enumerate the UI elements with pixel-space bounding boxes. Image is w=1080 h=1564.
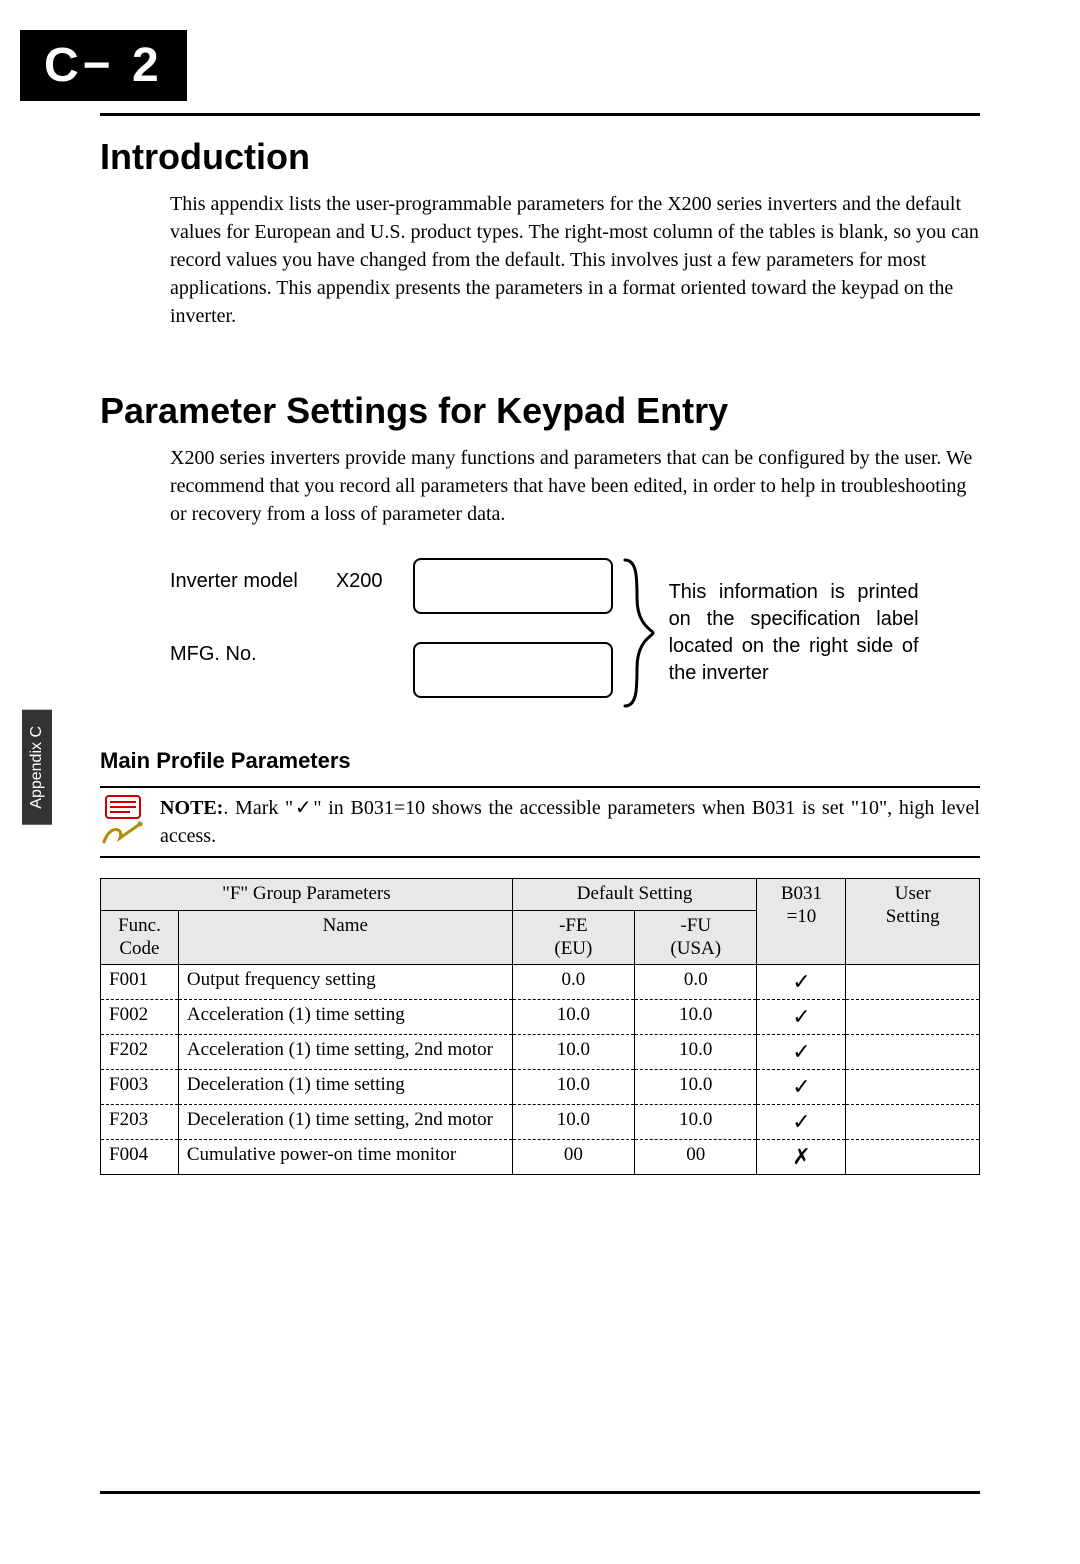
b031-header: B031 =10 [757, 879, 846, 965]
user-header: User Setting [846, 879, 980, 965]
cell-user[interactable] [846, 1035, 980, 1070]
cell-user[interactable] [846, 1140, 980, 1175]
inverter-model-box[interactable] [413, 558, 613, 614]
cell-func: F203 [101, 1105, 179, 1140]
inverter-info-text: This information is printed on the speci… [659, 558, 919, 708]
fu-header: -FU (USA) [635, 910, 757, 965]
inverter-model-label: Inverter model [170, 570, 298, 593]
cell-name: Deceleration (1) time setting, 2nd motor [178, 1105, 512, 1140]
cell-fu: 10.0 [635, 1035, 757, 1070]
cell-fu: 00 [635, 1140, 757, 1175]
intro-body: This appendix lists the user-programmabl… [170, 190, 980, 330]
cell-func: F202 [101, 1035, 179, 1070]
cell-fu: 10.0 [635, 1105, 757, 1140]
group-header: "F" Group Parameters [101, 879, 513, 911]
cell-b031: ✓ [757, 965, 846, 1000]
cell-fu: 10.0 [635, 1070, 757, 1105]
cell-name: Cumulative power-on time monitor [178, 1140, 512, 1175]
func-header: Func. Code [101, 910, 179, 965]
sidebar-tab: Appendix C [22, 710, 52, 825]
cell-fu: 10.0 [635, 1000, 757, 1035]
cell-func: F003 [101, 1070, 179, 1105]
cell-func: F001 [101, 965, 179, 1000]
cell-user[interactable] [846, 1105, 980, 1140]
cell-fe: 10.0 [512, 1105, 634, 1140]
cell-fe: 10.0 [512, 1070, 634, 1105]
cell-fe: 10.0 [512, 1000, 634, 1035]
mfg-no-box[interactable] [413, 642, 613, 698]
cell-func: F002 [101, 1000, 179, 1035]
cell-fu: 0.0 [635, 965, 757, 1000]
main-profile-title: Main Profile Parameters [100, 748, 980, 774]
inverter-info-block: Inverter model X200 MFG. No. This inform… [170, 558, 980, 708]
table-row: F004Cumulative power-on time monitor0000… [101, 1140, 980, 1175]
curly-brace-icon [619, 558, 659, 708]
table-row: F001Output frequency setting0.00.0✓ [101, 965, 980, 1000]
cell-name: Acceleration (1) time setting, 2nd motor [178, 1035, 512, 1070]
cell-name: Output frequency setting [178, 965, 512, 1000]
note-block: NOTE:. Mark "✓" in B031=10 shows the acc… [100, 786, 980, 858]
cell-name: Acceleration (1) time setting [178, 1000, 512, 1035]
param-section-body: X200 series inverters provide many funct… [170, 444, 980, 528]
cell-fe: 00 [512, 1140, 634, 1175]
table-row: F002Acceleration (1) time setting10.010.… [101, 1000, 980, 1035]
default-header: Default Setting [512, 879, 757, 911]
cell-b031: ✓ [757, 1105, 846, 1140]
table-row: F003Deceleration (1) time setting10.010.… [101, 1070, 980, 1105]
cell-b031: ✗ [757, 1140, 846, 1175]
mfg-no-label: MFG. No. [170, 643, 257, 666]
cell-name: Deceleration (1) time setting [178, 1070, 512, 1105]
cell-fe: 0.0 [512, 965, 634, 1000]
fe-header: -FE (EU) [512, 910, 634, 965]
note-label: NOTE: [160, 797, 223, 819]
cell-b031: ✓ [757, 1070, 846, 1105]
cell-user[interactable] [846, 1070, 980, 1105]
cell-b031: ✓ [757, 1035, 846, 1070]
param-table: "F" Group Parameters Default Setting B03… [100, 878, 980, 1175]
inverter-model-value: X200 [336, 570, 383, 593]
page-corner-tag: C− 2 [20, 30, 187, 101]
cell-user[interactable] [846, 965, 980, 1000]
table-row: F203Deceleration (1) time setting, 2nd m… [101, 1105, 980, 1140]
table-row: F202Acceleration (1) time setting, 2nd m… [101, 1035, 980, 1070]
param-section-title: Parameter Settings for Keypad Entry [100, 390, 980, 432]
cell-user[interactable] [846, 1000, 980, 1035]
name-header: Name [178, 910, 512, 965]
intro-title: Introduction [100, 136, 980, 178]
header-rule [100, 113, 980, 116]
cell-b031: ✓ [757, 1000, 846, 1035]
cell-func: F004 [101, 1140, 179, 1175]
cell-fe: 10.0 [512, 1035, 634, 1070]
note-text: . Mark "✓" in B031=10 shows the accessib… [160, 797, 980, 847]
footer-rule [100, 1491, 980, 1494]
note-icon [100, 794, 146, 844]
